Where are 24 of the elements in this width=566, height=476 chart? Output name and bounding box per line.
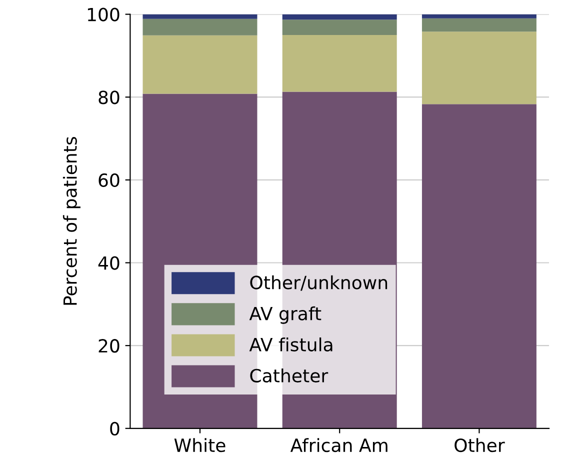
y-tick-label: 100	[88, 8, 120, 22]
legend-label: Other/unknown	[250, 275, 388, 291]
bar	[422, 18, 536, 32]
bar	[142, 14, 258, 19]
bar	[422, 14, 536, 18]
y-tick-label: 80	[98, 90, 120, 104]
x-tick-label: Other	[454, 438, 505, 452]
x-tick-label: White	[174, 438, 226, 452]
bar	[282, 20, 397, 35]
legend-label: AV graft	[249, 306, 322, 324]
bar	[282, 14, 397, 20]
y-tick-label: 60	[98, 173, 120, 188]
y-axis-title: Percent of patients	[62, 136, 80, 305]
x-tick-label: African Am	[290, 438, 388, 452]
legend-label: Catheter	[250, 368, 328, 383]
bar	[422, 104, 536, 428]
y-tick-label: 0	[110, 422, 120, 436]
bar	[422, 32, 536, 104]
bar	[282, 34, 397, 92]
y-tick-label: 20	[98, 339, 120, 353]
bar	[142, 18, 258, 36]
bar	[142, 35, 258, 94]
y-tick-label: 40	[98, 256, 120, 270]
legend-label: AV fistula	[249, 337, 332, 352]
